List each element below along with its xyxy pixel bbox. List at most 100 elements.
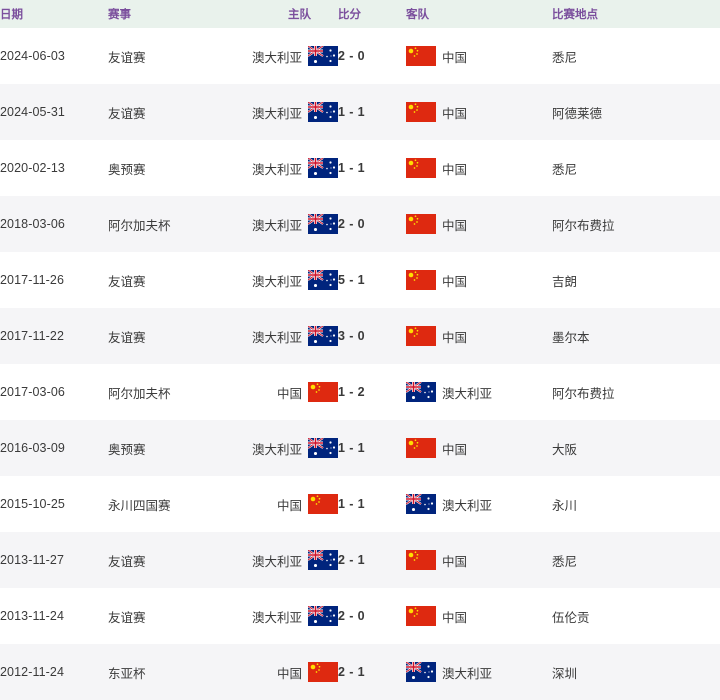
competition-name[interactable]: 阿尔加夫杯 — [108, 386, 171, 401]
table-row[interactable]: 2020-02-13 奥预赛 澳大利亚 1 - 1 中国 悉尼 — [0, 140, 720, 196]
away-team[interactable]: 澳大利亚 — [406, 662, 552, 682]
away-team-cell: 澳大利亚 — [406, 644, 552, 700]
home-team-cell: 中国 — [277, 476, 338, 532]
match-score[interactable]: 2 - 1 — [338, 553, 366, 567]
flag-australia-icon — [308, 270, 338, 290]
flag-china-icon — [406, 102, 436, 122]
match-score[interactable]: 2 - 0 — [338, 609, 366, 623]
away-team[interactable]: 澳大利亚 — [406, 382, 552, 402]
match-date: 2020-02-13 — [0, 161, 65, 175]
table-row[interactable]: 2013-11-24 友谊赛 澳大利亚 2 - 0 中国 伍伦贡 — [0, 588, 720, 644]
competition-name[interactable]: 友谊赛 — [108, 610, 146, 625]
competition-name[interactable]: 永川四国赛 — [108, 498, 171, 513]
home-team[interactable]: 澳大利亚 — [252, 550, 338, 570]
table-row[interactable]: 2017-11-22 友谊赛 澳大利亚 3 - 0 中国 墨尔本 — [0, 308, 720, 364]
match-date: 2024-05-31 — [0, 105, 65, 119]
competition-name[interactable]: 友谊赛 — [108, 106, 146, 121]
match-score[interactable]: 5 - 1 — [338, 273, 366, 287]
competition-name[interactable]: 友谊赛 — [108, 274, 146, 289]
home-team[interactable]: 澳大利亚 — [252, 46, 338, 66]
flag-china-icon — [406, 214, 436, 234]
table-row[interactable]: 2024-05-31 友谊赛 澳大利亚 1 - 1 中国 阿德莱德 — [0, 84, 720, 140]
match-score[interactable]: 1 - 1 — [338, 441, 366, 455]
home-team-cell: 澳大利亚 — [252, 28, 338, 84]
flag-china-icon — [308, 382, 338, 402]
away-team[interactable]: 中国 — [406, 214, 552, 234]
table-row[interactable]: 2012-11-24 东亚杯 中国 2 - 1 澳大利亚 深圳 — [0, 644, 720, 700]
home-team-cell: 澳大利亚 — [252, 588, 338, 644]
away-team[interactable]: 中国 — [406, 270, 552, 290]
match-score[interactable]: 1 - 1 — [338, 497, 366, 511]
away-team-name: 澳大利亚 — [442, 666, 493, 681]
competition-name[interactable]: 友谊赛 — [108, 50, 146, 65]
competition-name[interactable]: 阿尔加夫杯 — [108, 218, 171, 233]
match-score[interactable]: 1 - 2 — [338, 385, 366, 399]
home-team[interactable]: 澳大利亚 — [252, 158, 338, 178]
away-team-cell: 澳大利亚 — [406, 476, 552, 532]
away-team[interactable]: 中国 — [406, 550, 552, 570]
table-body: 2024-06-03 友谊赛 澳大利亚 2 - 0 中国 悉尼 2024-05-31 友谊赛澳… — [0, 28, 720, 700]
away-team[interactable]: 中国 — [406, 102, 552, 122]
table-header-row: 日期 赛事 主队 比分 客队 比赛地点 — [0, 0, 720, 28]
home-team[interactable]: 澳大利亚 — [252, 214, 338, 234]
away-team-cell: 中国 — [406, 140, 552, 196]
away-team-cell: 澳大利亚 — [406, 364, 552, 420]
home-team[interactable]: 中国 — [277, 494, 338, 514]
home-team-name: 中国 — [276, 386, 302, 401]
match-venue: 吉朗 — [552, 274, 578, 289]
away-team[interactable]: 中国 — [406, 438, 552, 458]
match-score[interactable]: 1 - 1 — [338, 105, 366, 119]
away-team[interactable]: 澳大利亚 — [406, 494, 552, 514]
flag-australia-icon — [308, 46, 338, 66]
flag-china-icon — [406, 438, 436, 458]
home-team[interactable]: 中国 — [277, 662, 338, 682]
competition-name[interactable]: 奥预赛 — [108, 442, 146, 457]
match-venue: 阿德莱德 — [552, 106, 603, 121]
home-team[interactable]: 澳大利亚 — [252, 606, 338, 626]
home-team[interactable]: 澳大利亚 — [252, 102, 338, 122]
competition-name[interactable]: 奥预赛 — [108, 162, 146, 177]
match-venue: 悉尼 — [552, 554, 578, 569]
table-row[interactable]: 2017-11-26 友谊赛 澳大利亚 5 - 1 中国 吉朗 — [0, 252, 720, 308]
match-date: 2013-11-24 — [0, 609, 65, 623]
home-team-cell: 中国 — [277, 364, 338, 420]
flag-china-icon — [308, 662, 338, 682]
home-team-name: 澳大利亚 — [251, 50, 302, 65]
match-score[interactable]: 3 - 0 — [338, 329, 366, 343]
match-score[interactable]: 2 - 0 — [338, 217, 366, 231]
match-venue: 阿尔布费拉 — [552, 386, 615, 401]
home-team[interactable]: 澳大利亚 — [252, 326, 338, 346]
home-team-cell: 澳大利亚 — [252, 252, 338, 308]
competition-name[interactable]: 友谊赛 — [108, 330, 146, 345]
table-row[interactable]: 2018-03-06 阿尔加夫杯 澳大利亚 2 - 0 中国 阿尔布费拉 — [0, 196, 720, 252]
away-team-name: 中国 — [442, 610, 468, 625]
away-team-name: 中国 — [442, 162, 468, 177]
match-date: 2017-11-26 — [0, 273, 65, 287]
home-team[interactable]: 澳大利亚 — [252, 270, 338, 290]
competition-name[interactable]: 友谊赛 — [108, 554, 146, 569]
table-row[interactable]: 2024-06-03 友谊赛 澳大利亚 2 - 0 中国 悉尼 — [0, 28, 720, 84]
flag-australia-icon — [308, 102, 338, 122]
away-team[interactable]: 中国 — [406, 158, 552, 178]
table-row[interactable]: 2017-03-06 阿尔加夫杯 中国 1 - 2 澳大利亚 阿尔布费拉 — [0, 364, 720, 420]
competition-name[interactable]: 东亚杯 — [108, 666, 146, 681]
table-row[interactable]: 2016-03-09 奥预赛 澳大利亚 1 - 1 中国 大阪 — [0, 420, 720, 476]
match-date: 2015-10-25 — [0, 497, 65, 511]
flag-china-icon — [406, 158, 436, 178]
away-team[interactable]: 中国 — [406, 326, 552, 346]
home-team[interactable]: 中国 — [277, 382, 338, 402]
home-team[interactable]: 澳大利亚 — [252, 438, 338, 458]
away-team[interactable]: 中国 — [406, 46, 552, 66]
table-row[interactable]: 2015-10-25 永川四国赛 中国 1 - 1 澳大利亚 永川 — [0, 476, 720, 532]
home-team-cell: 澳大利亚 — [252, 532, 338, 588]
match-score[interactable]: 1 - 1 — [338, 161, 366, 175]
column-header-score: 比分 — [338, 9, 361, 21]
match-score[interactable]: 2 - 0 — [338, 49, 366, 63]
match-score[interactable]: 2 - 1 — [338, 665, 366, 679]
home-team-name: 澳大利亚 — [251, 554, 302, 569]
home-team-name: 澳大利亚 — [251, 218, 302, 233]
column-header-date: 日期 — [0, 9, 23, 21]
away-team[interactable]: 中国 — [406, 606, 552, 626]
table-row[interactable]: 2013-11-27 友谊赛 澳大利亚 2 - 1 中国 悉尼 — [0, 532, 720, 588]
match-date: 2013-11-27 — [0, 553, 65, 567]
